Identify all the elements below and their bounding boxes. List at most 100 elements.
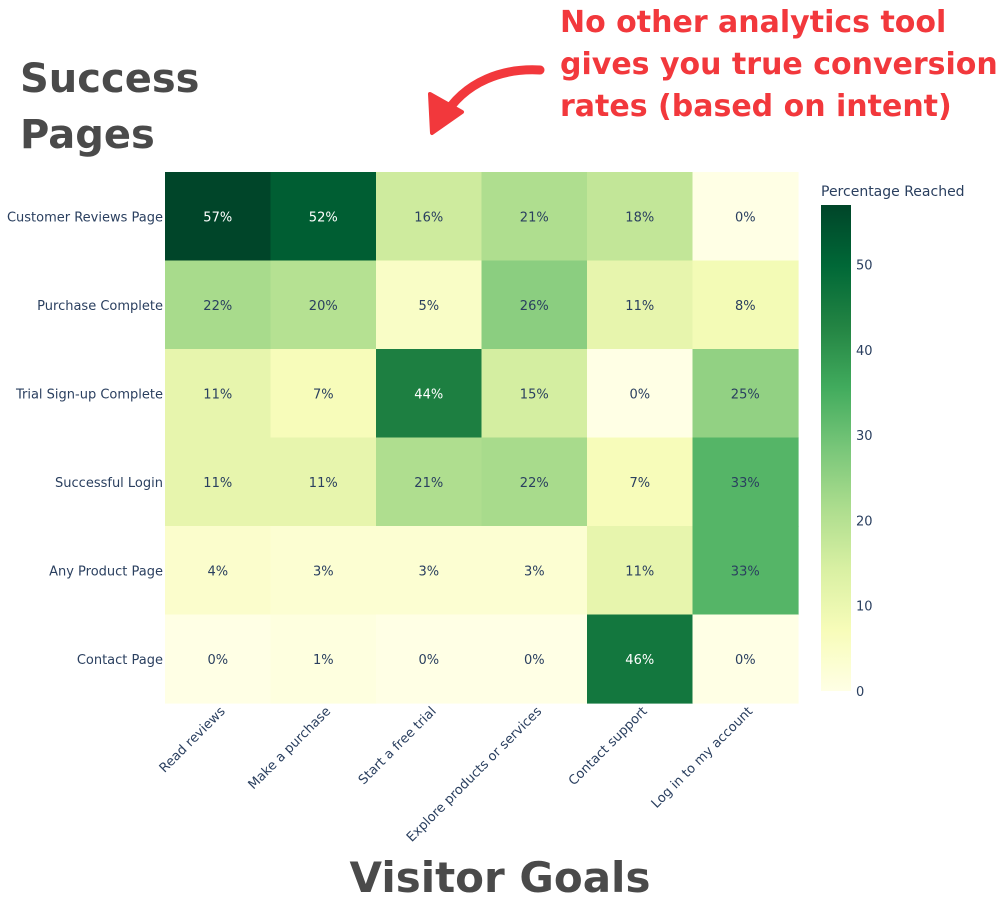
cell-value-label: 21% — [414, 476, 443, 491]
heatmap-cell — [270, 349, 377, 439]
cell-value-label: 25% — [731, 387, 760, 402]
cell-value-label: 0% — [735, 210, 756, 225]
cell-value-label: 5% — [418, 299, 439, 314]
heatmap-cell — [270, 260, 377, 350]
heatmap-cell — [587, 260, 694, 350]
column-label: Log in to my account — [649, 704, 756, 811]
colorbar-ticks: 0 10 20 30 40 50 — [856, 259, 873, 700]
heatmap-cell — [587, 526, 694, 616]
cell-value-label: 21% — [520, 210, 549, 225]
row-label: Trial Sign-up Complete — [15, 387, 163, 402]
colorbar — [821, 205, 851, 691]
colorbar-tick-label: 30 — [856, 429, 873, 444]
cell-value-label: 15% — [520, 387, 549, 402]
heatmap-cell — [692, 526, 799, 616]
row-label: Successful Login — [55, 476, 163, 491]
heatmap-cell — [481, 172, 588, 262]
colorbar-tick-label: 50 — [856, 259, 873, 274]
success-pages-annotation-line2: Pages — [20, 112, 155, 158]
cell-value-label: 46% — [625, 653, 654, 668]
heatmap-cell — [270, 526, 377, 616]
heatmap-column-labels: Read reviews Make a purchase Start a free … — [157, 704, 756, 845]
callout-line1: No other analytics tool — [560, 5, 946, 40]
colorbar-tick-label: 10 — [856, 600, 873, 615]
heatmap-cell — [270, 172, 377, 262]
heatmap-cell — [165, 172, 272, 262]
heatmap-cell — [481, 614, 588, 704]
cell-value-label: 11% — [203, 387, 232, 402]
heatmap-cell — [692, 172, 799, 262]
heatmap-cell — [587, 614, 694, 704]
heatmap-row-labels: Customer Reviews Page Purchase Complete Tr… — [7, 210, 163, 668]
cell-value-label: 0% — [418, 653, 439, 668]
cell-value-label: 7% — [629, 476, 650, 491]
heatmap-cell — [692, 614, 799, 704]
cell-value-label: 22% — [203, 299, 232, 314]
cell-value-label: 3% — [313, 564, 334, 579]
colorbar-tick-label: 40 — [856, 344, 873, 359]
cell-value-label: 18% — [625, 210, 654, 225]
heatmap-cells — [165, 172, 799, 704]
heatmap-cell — [165, 526, 272, 616]
cell-value-label: 1% — [313, 653, 334, 668]
heatmap-cell — [376, 437, 483, 527]
heatmap-cell — [376, 260, 483, 350]
cell-value-label: 11% — [625, 564, 654, 579]
cell-value-label: 0% — [629, 387, 650, 402]
heatmap-cell — [165, 614, 272, 704]
callout-line3: rates (based on intent) — [560, 89, 952, 124]
row-label: Contact Page — [77, 653, 163, 668]
heatmap-cell — [376, 349, 483, 439]
heatmap-cell — [481, 260, 588, 350]
callout-line2: gives you true conversion — [560, 47, 998, 82]
visitor-goals-annotation: Visitor Goals — [350, 853, 651, 899]
heatmap-cell — [376, 614, 483, 704]
cell-value-label: 11% — [625, 299, 654, 314]
heatmap-cell — [165, 437, 272, 527]
colorbar-title: Percentage Reached — [821, 184, 965, 200]
heatmap-cell — [481, 349, 588, 439]
heatmap-cell — [165, 349, 272, 439]
column-label: Contact support — [566, 704, 651, 789]
cell-value-label: 4% — [207, 564, 228, 579]
cell-value-label: 0% — [207, 653, 228, 668]
cell-value-label: 8% — [735, 299, 756, 314]
cell-value-label: 3% — [418, 564, 439, 579]
cell-value-label: 52% — [309, 210, 338, 225]
cell-value-label: 3% — [524, 564, 545, 579]
row-label: Customer Reviews Page — [7, 210, 163, 225]
heatmap-cell — [481, 526, 588, 616]
cell-value-label: 57% — [203, 210, 232, 225]
cell-value-label: 7% — [313, 387, 334, 402]
colorbar-tick-label: 0 — [856, 685, 864, 700]
cell-value-label: 44% — [414, 387, 443, 402]
cell-value-label: 0% — [524, 653, 545, 668]
callout-arrow-icon — [428, 65, 545, 135]
heatmap-cell — [165, 260, 272, 350]
heatmap-cell — [270, 614, 377, 704]
row-label: Purchase Complete — [37, 299, 163, 314]
cell-value-label: 33% — [731, 476, 760, 491]
column-label: Make a purchase — [246, 704, 334, 792]
heatmap-cell — [587, 437, 694, 527]
heatmap-cell — [692, 260, 799, 350]
cell-value-label: 0% — [735, 653, 756, 668]
heatmap-cell — [376, 526, 483, 616]
cell-value-label: 16% — [414, 210, 443, 225]
column-label: Read reviews — [157, 704, 229, 776]
heatmap-cell — [692, 437, 799, 527]
cell-value-label: 33% — [731, 564, 760, 579]
cell-value-label: 11% — [203, 476, 232, 491]
column-label: Start a free trial — [356, 704, 440, 788]
heatmap-cell — [587, 349, 694, 439]
cell-value-label: 22% — [520, 476, 549, 491]
heatmap-cell — [481, 437, 588, 527]
heatmap-cell — [270, 437, 377, 527]
heatmap-cell — [587, 172, 694, 262]
heatmap-cell — [376, 172, 483, 262]
heatmap-cell-labels: 57% 52% 16% 21% 18% 0% 22% 20% 5% 26% 11% 8% 11% 7% 44… — [203, 210, 759, 668]
cell-value-label: 20% — [309, 299, 338, 314]
success-pages-annotation-line1: Success — [20, 56, 199, 102]
heatmap-cell — [692, 349, 799, 439]
